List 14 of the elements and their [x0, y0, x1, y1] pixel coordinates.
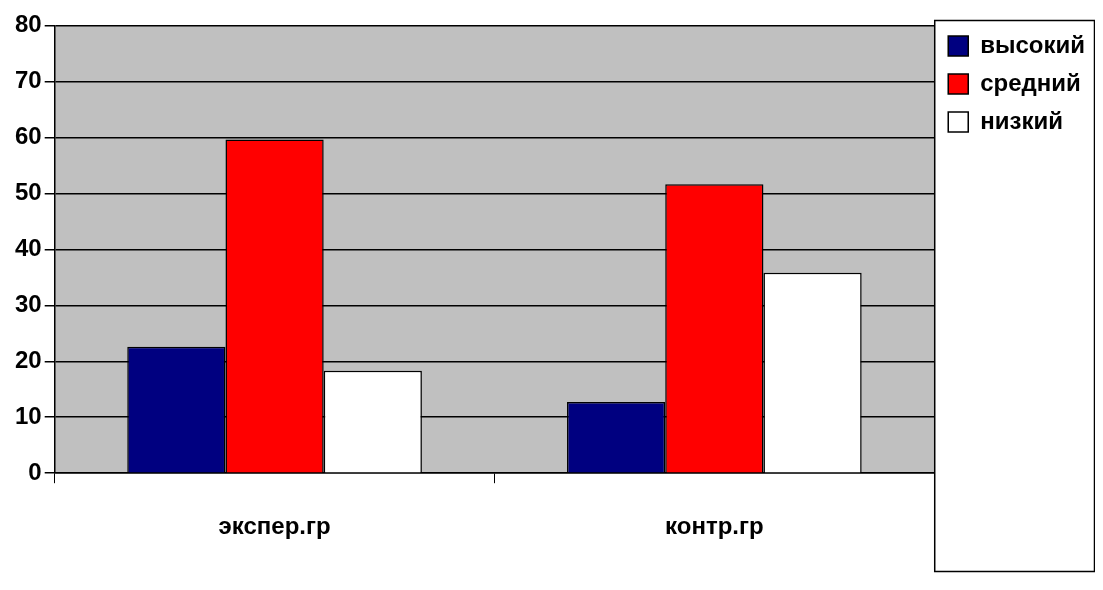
legend-label: высокий [980, 30, 1085, 58]
y-tick-label: 10 [14, 401, 42, 429]
y-tick-label: 80 [14, 10, 42, 38]
y-tick-label: 40 [14, 233, 42, 261]
y-tick-label: 60 [14, 121, 42, 149]
x-tick-label: контр.гр [665, 512, 764, 540]
y-tick-label: 20 [14, 345, 42, 373]
y-tick-label: 0 [28, 457, 42, 485]
x-tick-label: экспер.гр [218, 512, 331, 540]
legend-label: низкий [980, 106, 1063, 134]
legend-label: средний [980, 68, 1081, 96]
y-tick-label: 30 [14, 289, 42, 317]
y-tick-label: 70 [14, 66, 42, 93]
y-tick-label: 50 [14, 177, 42, 205]
